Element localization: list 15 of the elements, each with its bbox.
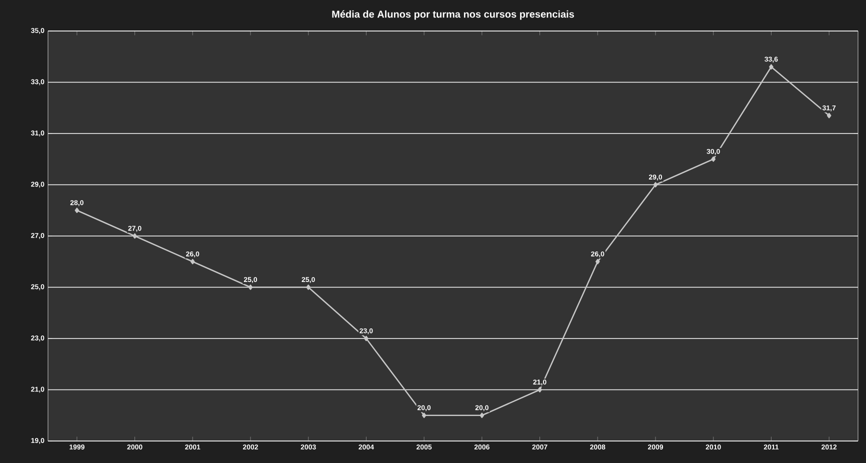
point [248,284,253,290]
point [769,64,774,70]
point [596,258,600,264]
point [74,208,80,214]
point [422,412,426,418]
point [480,412,484,418]
point [538,387,542,392]
point [190,258,195,264]
chart-title: Média de Alunos por turma nos cursos presenciais [332,10,574,20]
point [306,284,311,290]
point [132,233,137,239]
point [653,182,658,188]
point [826,112,832,118]
point [364,336,368,342]
point [711,156,716,162]
